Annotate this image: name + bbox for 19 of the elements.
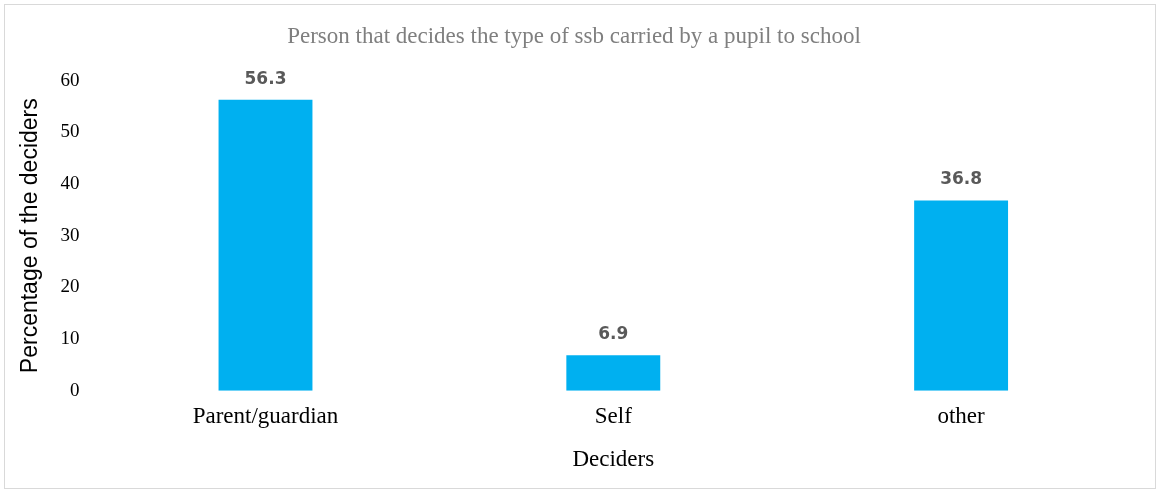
- y-tick-label: 30: [60, 223, 80, 245]
- y-tick-label: 40: [60, 171, 80, 193]
- y-tick-label: 20: [60, 275, 80, 297]
- y-axis-title: Percentage of the deciders: [16, 98, 43, 374]
- y-tick-label: 0: [70, 378, 80, 400]
- x-tick-label: Self: [594, 402, 633, 428]
- x-tick-label: other: [937, 402, 986, 428]
- y-tick-label: 50: [60, 120, 80, 142]
- bar: [566, 355, 661, 391]
- data-label: 36.8: [940, 168, 983, 189]
- data-label: 56.3: [244, 67, 287, 88]
- y-tick-label: 60: [60, 68, 80, 90]
- x-axis-title: Deciders: [572, 446, 655, 472]
- bar: [218, 99, 313, 391]
- chart-title: Person that decides the type of ssb carried by a pupil to school: [287, 22, 861, 48]
- y-tick-label: 10: [60, 327, 80, 349]
- data-label: 6.9: [598, 323, 629, 344]
- bar: [914, 200, 1009, 391]
- x-tick-label: Parent/guardian: [192, 402, 339, 428]
